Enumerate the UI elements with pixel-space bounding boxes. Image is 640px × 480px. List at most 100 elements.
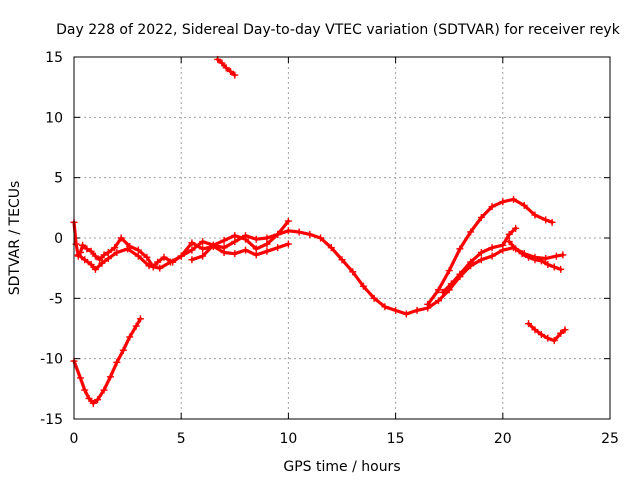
data-point (359, 282, 367, 290)
data-point (166, 258, 174, 266)
data-point (220, 244, 228, 252)
data-point (100, 386, 108, 394)
data-point (317, 234, 325, 242)
series-arc-8 (505, 238, 565, 273)
data-point (510, 195, 518, 203)
data-point (456, 270, 464, 278)
data-point (199, 238, 207, 246)
series-line (190, 229, 565, 316)
data-point (87, 247, 95, 255)
data-point (284, 240, 292, 248)
data-point (74, 251, 82, 259)
data-point (252, 245, 260, 253)
y-tick-label: -10 (40, 352, 63, 368)
data-point (550, 263, 558, 271)
data-point (488, 252, 496, 260)
data-point (89, 399, 97, 407)
data-point (242, 232, 250, 240)
data-point (544, 334, 552, 342)
data-point (79, 241, 87, 249)
data-point (512, 224, 520, 232)
data-point (561, 326, 569, 334)
data-point (231, 238, 239, 246)
x-tick-label: 25 (601, 431, 619, 447)
data-point (338, 256, 346, 264)
series-line (76, 219, 290, 271)
data-point (160, 253, 168, 261)
data-point (520, 201, 528, 209)
data-point (477, 213, 485, 221)
data-point (83, 245, 91, 253)
data-point (274, 230, 282, 238)
data-point (284, 217, 292, 225)
data-point (518, 250, 526, 258)
data-point (512, 245, 520, 253)
data-point (537, 331, 545, 339)
data-point (188, 246, 196, 254)
data-point (136, 315, 144, 323)
data-point (113, 358, 121, 366)
data-point (134, 246, 142, 254)
data-point (557, 329, 565, 337)
y-tick-label: 10 (45, 110, 63, 126)
y-tick-label: 5 (54, 171, 63, 187)
data-point (542, 255, 550, 263)
data-point (81, 386, 89, 394)
chart-title: Day 228 of 2022, Sidereal Day-to-day VTE… (56, 22, 621, 38)
series-arc-6 (424, 195, 556, 308)
data-point (231, 71, 239, 79)
data-point (111, 244, 119, 252)
data-point (525, 320, 533, 328)
data-point (117, 234, 125, 242)
data-point (124, 245, 132, 253)
data-point (263, 247, 271, 255)
data-point (222, 64, 230, 72)
data-point (542, 216, 550, 224)
x-tick-label: 5 (177, 431, 186, 447)
data-point (467, 228, 475, 236)
data-point (284, 227, 292, 235)
data-point (488, 203, 496, 211)
data-point (544, 261, 552, 269)
series-arc-1 (70, 315, 144, 407)
data-point (559, 251, 567, 259)
data-point (525, 253, 533, 261)
x-axis-label: GPS time / hours (283, 459, 400, 475)
grid-lines (74, 57, 610, 419)
data-point (87, 261, 95, 269)
data-point (370, 294, 378, 302)
data-point (188, 256, 196, 264)
data-point (132, 322, 140, 330)
data-point (113, 248, 121, 256)
data-point (134, 252, 142, 260)
series-arc-4 (74, 217, 292, 273)
y-tick-label: -15 (40, 412, 63, 428)
x-tick-label: 10 (279, 431, 297, 447)
data-point (467, 258, 475, 266)
data-point (220, 236, 228, 244)
data-point (218, 59, 226, 67)
data-point (295, 228, 303, 236)
data-point (145, 262, 153, 270)
data-point (439, 288, 447, 296)
data-point (445, 267, 453, 275)
data-point (456, 245, 464, 253)
data-point (531, 256, 539, 264)
y-tick-label: -5 (49, 291, 63, 307)
data-point (434, 297, 442, 305)
x-tick-label: 0 (70, 431, 79, 447)
data-point (177, 252, 185, 260)
x-tick-label: 20 (494, 431, 512, 447)
data-point (76, 374, 84, 382)
data-point (488, 244, 496, 252)
data-point (85, 394, 93, 402)
data-point (154, 258, 162, 266)
data-point (263, 240, 271, 248)
data-point (231, 250, 239, 258)
data-point (499, 198, 507, 206)
data-point (96, 256, 104, 264)
data-point (91, 252, 99, 260)
series-arc-7 (439, 224, 520, 296)
data-point (188, 239, 196, 247)
data-point (505, 238, 513, 246)
